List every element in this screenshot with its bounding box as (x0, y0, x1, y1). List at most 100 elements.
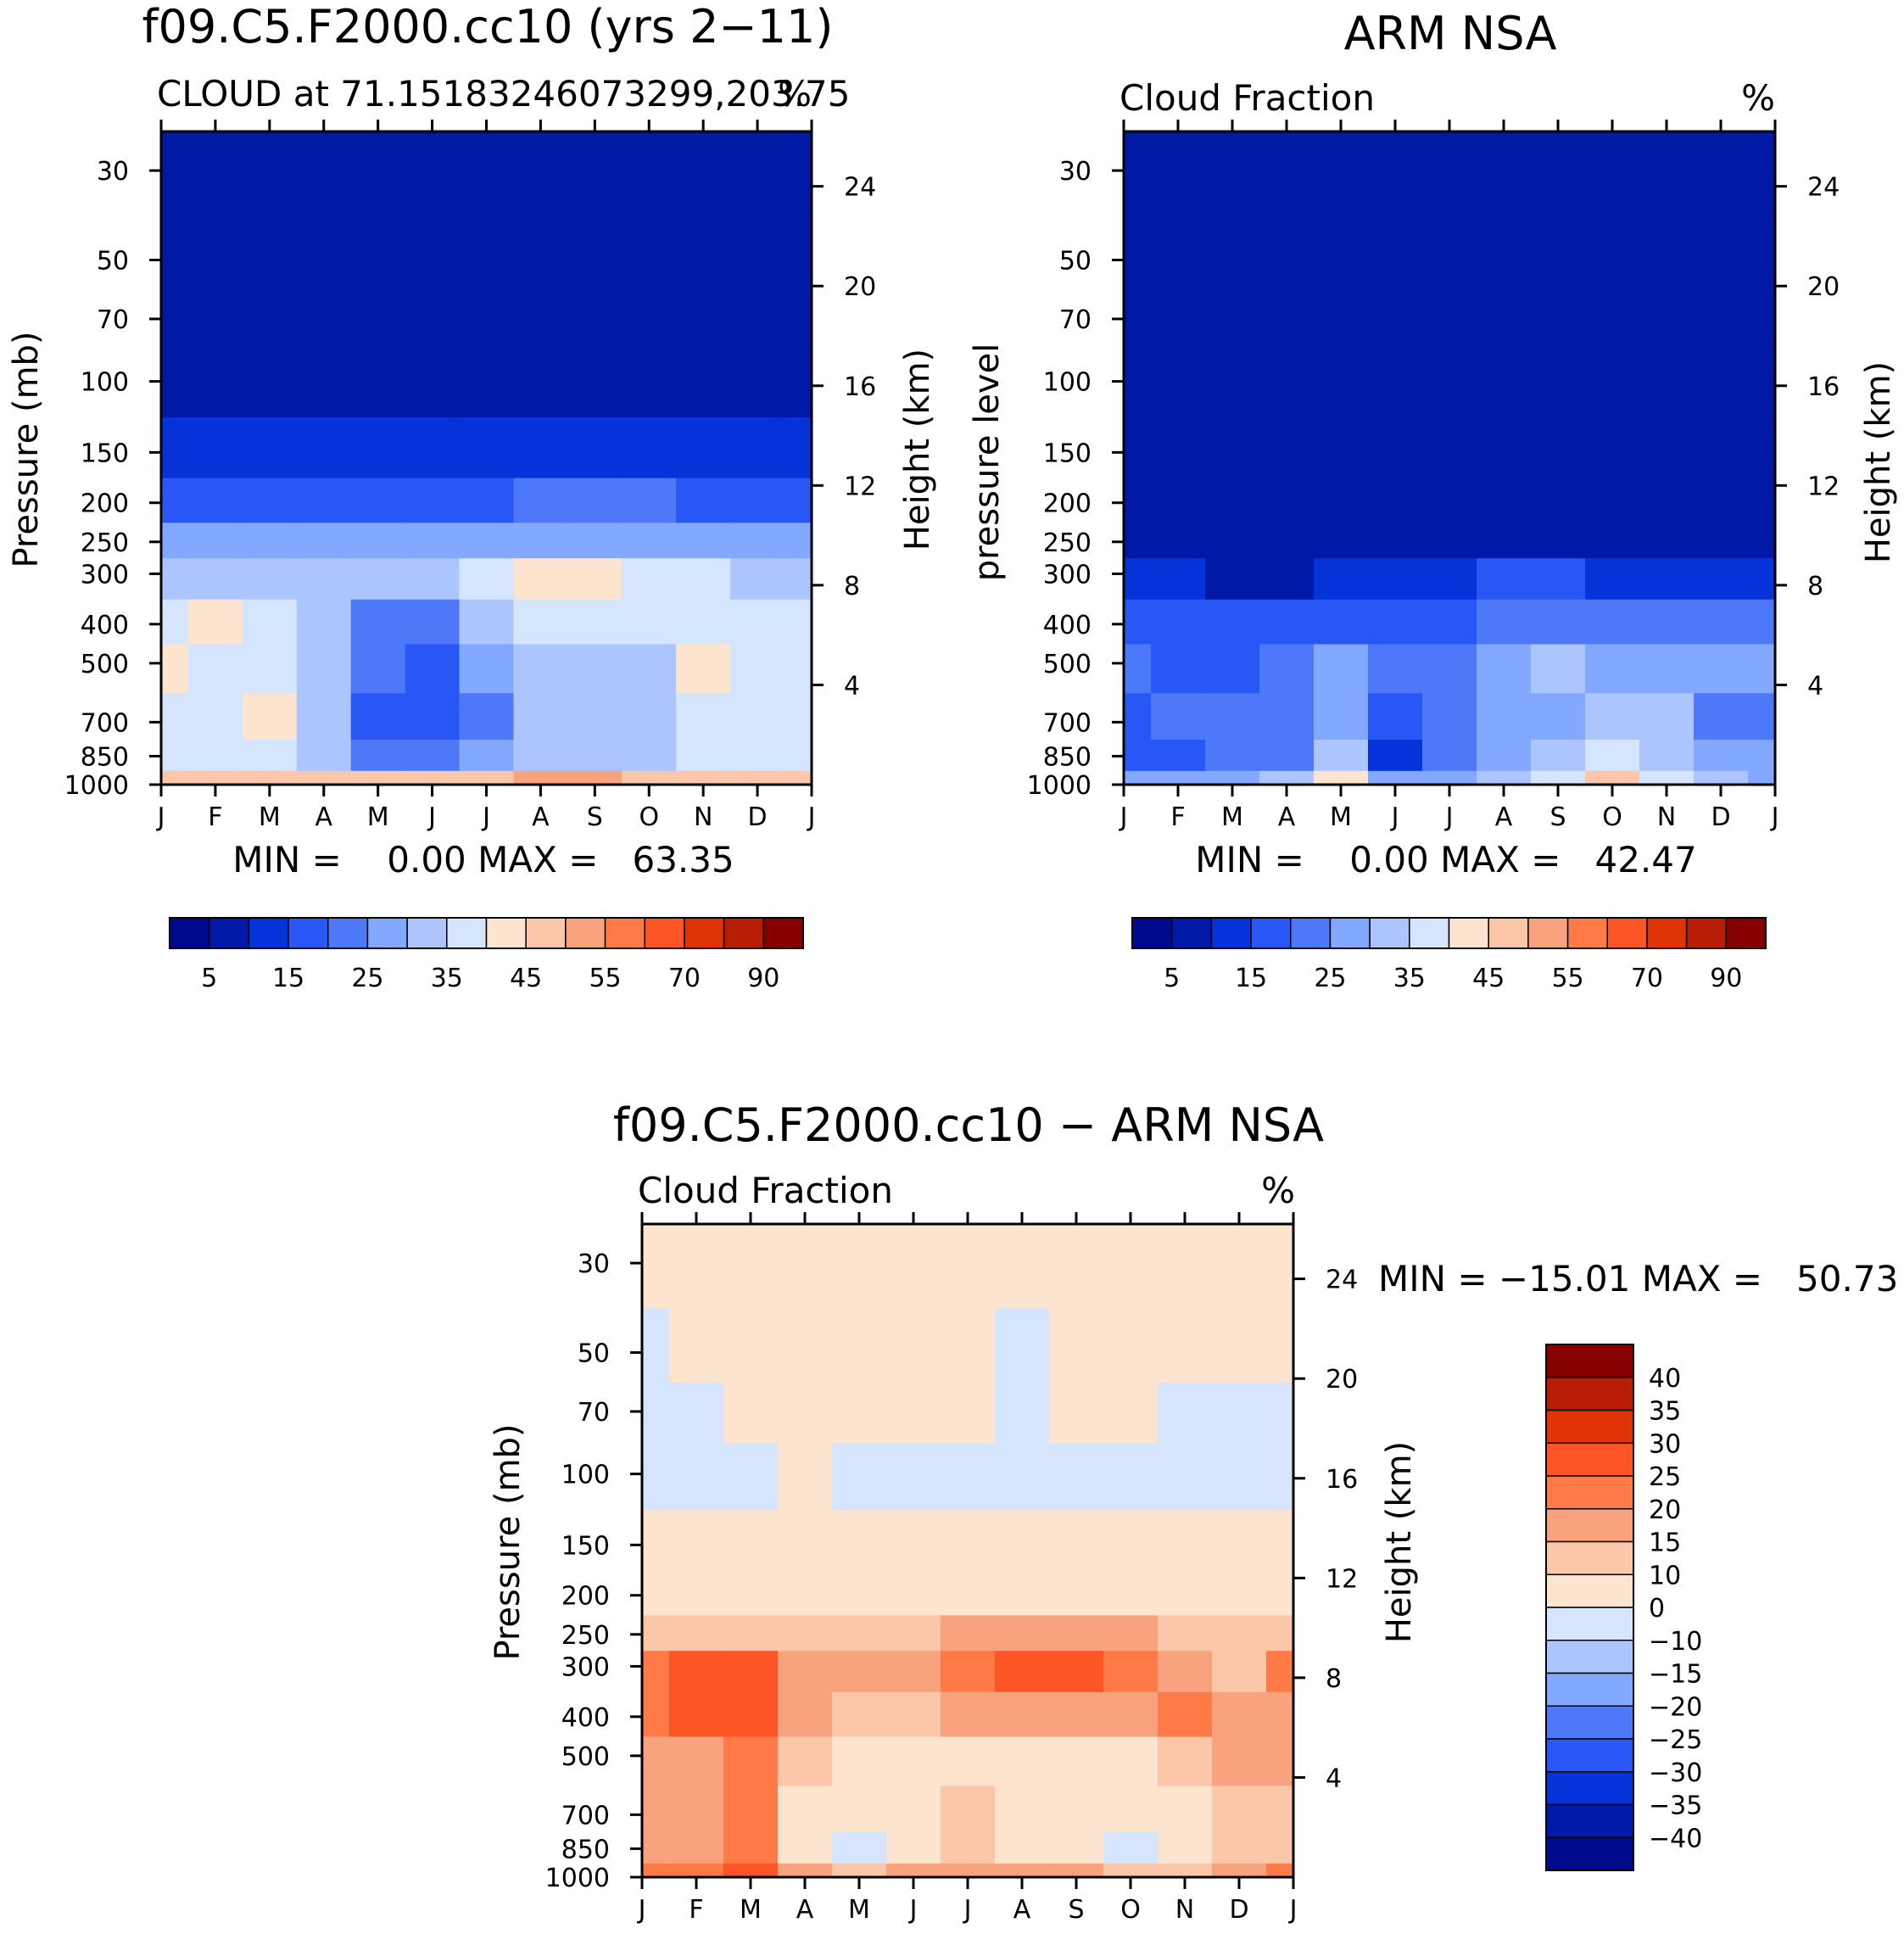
heatmap-cell (622, 770, 677, 785)
colorbar-label: 55 (1551, 964, 1583, 993)
heatmap-cell (995, 1614, 1050, 1652)
heatmap-cell (1477, 131, 1532, 216)
heatmap-cell (161, 416, 189, 478)
heatmap-cell (1748, 557, 1776, 600)
y-tick-label: 400 (81, 611, 129, 640)
colorbar-box (1210, 917, 1252, 949)
colorbar-label: 10 (1649, 1561, 1681, 1590)
colorbar-box (485, 917, 527, 949)
heatmap-cell (350, 643, 406, 694)
panel-obs-y2label: Height (km) (1859, 361, 1898, 563)
colorbar-label: 40 (1649, 1364, 1681, 1394)
colorbar-box (248, 917, 289, 949)
heatmap-cell (1205, 770, 1260, 785)
heatmap-cell (832, 1382, 887, 1444)
heatmap-cell (1151, 478, 1206, 523)
heatmap-cell (723, 1224, 779, 1309)
heatmap-cell (459, 349, 515, 418)
heatmap-cell (1124, 416, 1152, 478)
colorbar-box (565, 917, 606, 949)
heatmap-cell (1748, 692, 1776, 740)
heatmap-cell (405, 349, 461, 418)
heatmap-cell (1368, 215, 1423, 290)
heatmap-cell (459, 557, 515, 600)
heatmap-cell (1158, 1382, 1213, 1444)
y-tick-label: 70 (578, 1398, 610, 1428)
y-tick-label: 50 (97, 247, 129, 277)
heatmap-cell (723, 1307, 779, 1383)
colorbar-box (762, 917, 804, 949)
heatmap-cell (350, 522, 406, 559)
heatmap-cell (187, 770, 243, 785)
colorbar-box (1545, 1573, 1634, 1608)
heatmap-cell (1158, 1831, 1213, 1864)
heatmap-cell (1103, 1736, 1159, 1786)
heatmap-cell (1049, 1614, 1104, 1652)
colorbar-label: 5 (201, 964, 217, 993)
heatmap-cell (513, 770, 568, 785)
heatmap-cell (886, 1224, 941, 1309)
colorbar-box (1488, 917, 1529, 949)
x-tick-label: J (427, 802, 436, 832)
heatmap-cell (567, 599, 623, 645)
heatmap-cell (778, 1382, 833, 1444)
heatmap-cell (242, 215, 298, 290)
heatmap-cell (1259, 215, 1315, 290)
heatmap-cell (1422, 416, 1477, 478)
heatmap-cell (242, 599, 298, 645)
heatmap-cell (669, 1650, 724, 1692)
heatmap-cell (1049, 1224, 1104, 1309)
colorbar-label: 5 (1164, 964, 1180, 993)
heatmap-cell (1639, 349, 1695, 418)
panel-model: f09.C5.F2000.cc10 (yrs 2−11) CLOUD at 71… (7, 0, 937, 993)
colorbar-label: 20 (1649, 1495, 1681, 1525)
heatmap-cell (1103, 1509, 1159, 1571)
heatmap-cell (161, 131, 189, 216)
heatmap-cell (1205, 478, 1260, 523)
heatmap-cell (1694, 289, 1749, 351)
heatmap-cell (1477, 416, 1532, 478)
y-tick-label: 70 (97, 305, 129, 335)
heatmap-cell (1639, 692, 1695, 740)
heatmap-cell (1748, 215, 1776, 290)
heatmap-cell (1266, 1570, 1294, 1616)
heatmap-cell (1103, 1442, 1159, 1511)
heatmap-cell (784, 416, 812, 478)
heatmap-cell (1585, 770, 1640, 785)
heatmap-cell (676, 692, 731, 740)
y-tick-label: 250 (81, 528, 129, 558)
heatmap-cell (405, 289, 461, 351)
heatmap-cell (567, 478, 623, 523)
heatmap-cell (1049, 1382, 1104, 1444)
y-tick-label: 100 (1043, 368, 1092, 398)
colorbar-box (1725, 917, 1767, 949)
heatmap-cell (1151, 131, 1206, 216)
heatmap-cell (669, 1736, 724, 1786)
heatmap-cell (1422, 643, 1477, 694)
colorbar-label: 30 (1649, 1429, 1681, 1459)
panel-diff-left-label: Cloud Fraction (638, 1170, 893, 1211)
heatmap-cell (1585, 692, 1640, 740)
heatmap-cell (513, 522, 568, 559)
heatmap-cell (1124, 215, 1152, 290)
heatmap-cell (161, 643, 189, 694)
heatmap-cell (669, 1831, 724, 1864)
y-tick-label: 50 (1059, 247, 1092, 277)
heatmap-cell (941, 1509, 996, 1571)
heatmap-cell (1748, 739, 1776, 771)
heatmap-cell (1314, 692, 1369, 740)
heatmap-cell (832, 1614, 887, 1652)
y2-tick-label: 24 (1807, 173, 1840, 203)
heatmap-cell (1158, 1442, 1213, 1511)
heatmap-cell (1205, 215, 1260, 290)
heatmap-cell (513, 557, 568, 600)
heatmap-cell (676, 289, 731, 351)
heatmap-cell (723, 1650, 779, 1692)
colorbar-box (1409, 917, 1450, 949)
heatmap-cell (1422, 215, 1477, 290)
heatmap-cell (1585, 522, 1640, 559)
heatmap-cell (161, 215, 189, 290)
heatmap-cell (405, 478, 461, 523)
heatmap-cell (1477, 522, 1532, 559)
heatmap-cell (676, 739, 731, 771)
